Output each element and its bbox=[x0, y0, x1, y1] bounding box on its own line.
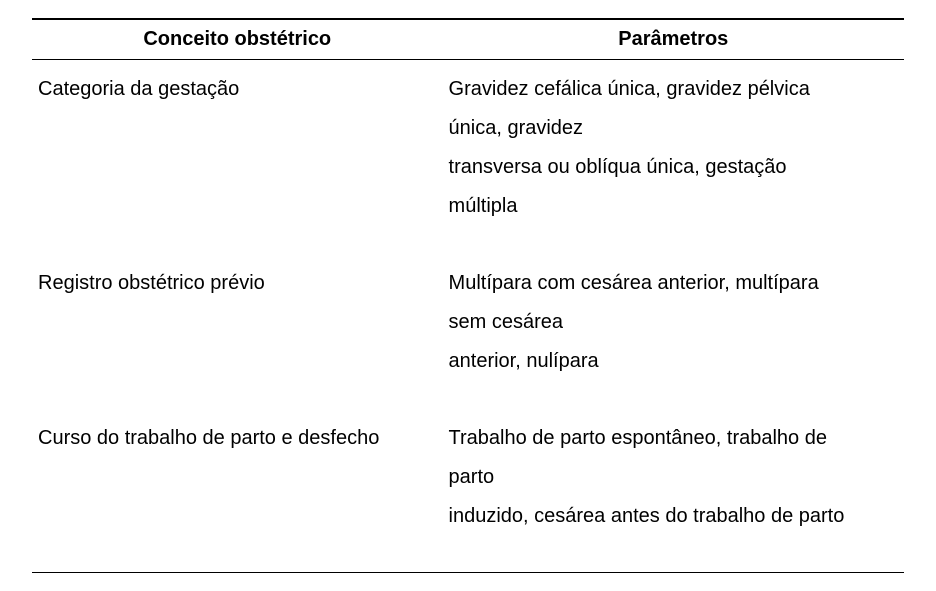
concept-cell: Curso do trabalho de parto e desfecho bbox=[32, 409, 443, 573]
param-line: anterior, nulípara bbox=[449, 342, 898, 381]
param-line: Trabalho de parto espontâneo, trabalho d… bbox=[449, 419, 898, 458]
table-header-concept: Conceito obstétrico bbox=[32, 19, 443, 60]
table-row: Curso do trabalho de parto e desfecho Tr… bbox=[32, 409, 904, 573]
classification-table-container: Conceito obstétrico Parâmetros Categoria… bbox=[0, 0, 936, 591]
param-line: sem cesárea bbox=[449, 303, 898, 342]
param-line: Gravidez cefálica única, gravidez pélvic… bbox=[449, 70, 898, 109]
param-line: única, gravidez bbox=[449, 109, 898, 148]
param-line: induzido, cesárea antes do trabalho de p… bbox=[449, 497, 898, 536]
param-line: Multípara com cesárea anterior, multípar… bbox=[449, 264, 898, 303]
parameters-cell: Multípara com cesárea anterior, multípar… bbox=[443, 254, 904, 409]
table-row: Categoria da gestação Gravidez cefálica … bbox=[32, 60, 904, 255]
param-line: múltipla bbox=[449, 187, 898, 226]
table-header-row: Conceito obstétrico Parâmetros bbox=[32, 19, 904, 60]
parameters-cell: Trabalho de parto espontâneo, trabalho d… bbox=[443, 409, 904, 573]
table-row: Registro obstétrico prévio Multípara com… bbox=[32, 254, 904, 409]
table-header-parameters: Parâmetros bbox=[443, 19, 904, 60]
parameters-cell: Gravidez cefálica única, gravidez pélvic… bbox=[443, 60, 904, 255]
classification-table: Conceito obstétrico Parâmetros Categoria… bbox=[32, 18, 904, 573]
table-header: Conceito obstétrico Parâmetros bbox=[32, 19, 904, 60]
param-line: transversa ou oblíqua única, gestação bbox=[449, 148, 898, 187]
concept-cell: Registro obstétrico prévio bbox=[32, 254, 443, 409]
param-line: parto bbox=[449, 458, 898, 497]
table-body: Categoria da gestação Gravidez cefálica … bbox=[32, 60, 904, 573]
concept-cell: Categoria da gestação bbox=[32, 60, 443, 255]
